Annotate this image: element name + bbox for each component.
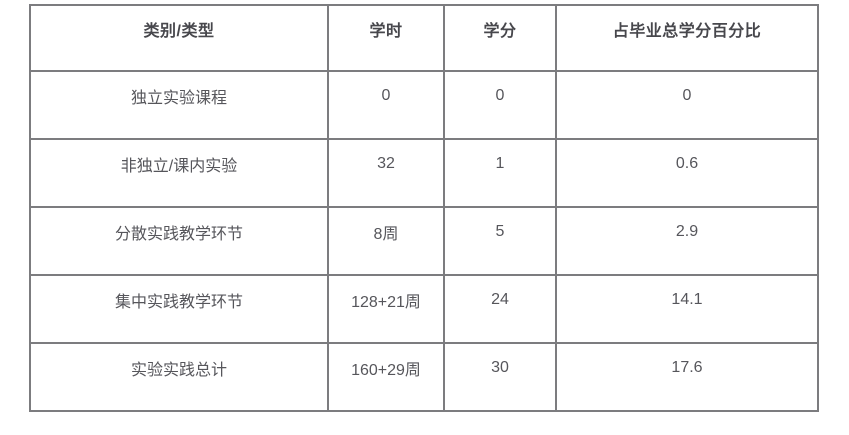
cell-hours: 8周 <box>327 206 445 276</box>
cell-credits: 0 <box>443 70 557 140</box>
table-row: 集中实践教学环节 128+21周 24 14.1 <box>29 274 819 344</box>
cell-category: 独立实验课程 <box>29 70 329 140</box>
table-row: 实验实践总计 160+29周 30 17.6 <box>29 342 819 412</box>
cell-percentage: 0 <box>555 70 819 140</box>
column-header-category: 类别/类型 <box>29 4 329 72</box>
cell-hours: 128+21周 <box>327 274 445 344</box>
table-row: 独立实验课程 0 0 0 <box>29 70 819 140</box>
cell-percentage: 14.1 <box>555 274 819 344</box>
cell-credits: 30 <box>443 342 557 412</box>
cell-category: 实验实践总计 <box>29 342 329 412</box>
cell-credits: 5 <box>443 206 557 276</box>
cell-percentage: 0.6 <box>555 138 819 208</box>
cell-category: 非独立/课内实验 <box>29 138 329 208</box>
credits-table: 类别/类型 学时 学分 占毕业总学分百分比 独立实验课程 0 0 0 非独立/课… <box>29 4 819 412</box>
cell-hours: 32 <box>327 138 445 208</box>
column-header-credits: 学分 <box>443 4 557 72</box>
cell-percentage: 17.6 <box>555 342 819 412</box>
column-header-hours: 学时 <box>327 4 445 72</box>
cell-hours: 160+29周 <box>327 342 445 412</box>
cell-category: 分散实践教学环节 <box>29 206 329 276</box>
cell-category: 集中实践教学环节 <box>29 274 329 344</box>
cell-credits: 24 <box>443 274 557 344</box>
column-header-percentage: 占毕业总学分百分比 <box>555 4 819 72</box>
cell-percentage: 2.9 <box>555 206 819 276</box>
cell-credits: 1 <box>443 138 557 208</box>
table-header-row: 类别/类型 学时 学分 占毕业总学分百分比 <box>29 4 819 72</box>
table-row: 分散实践教学环节 8周 5 2.9 <box>29 206 819 276</box>
cell-hours: 0 <box>327 70 445 140</box>
table-row: 非独立/课内实验 32 1 0.6 <box>29 138 819 208</box>
